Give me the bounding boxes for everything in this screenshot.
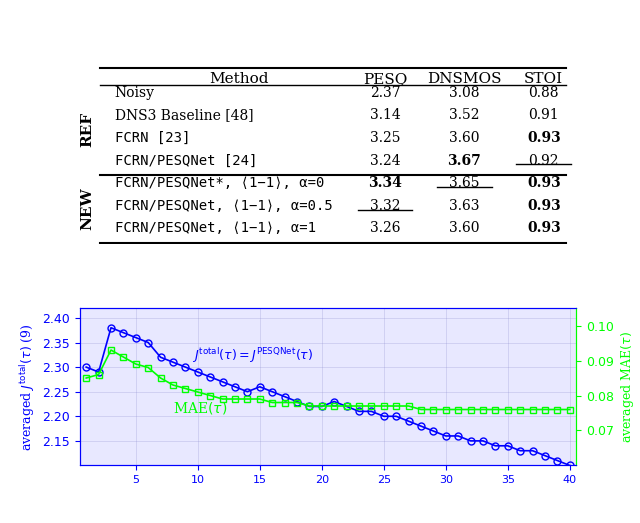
- Text: DNSMOS: DNSMOS: [427, 72, 502, 86]
- Text: 3.52: 3.52: [449, 108, 479, 122]
- Y-axis label: averaged $J^{\mathrm{total}}(\tau)$ (9): averaged $J^{\mathrm{total}}(\tau)$ (9): [18, 323, 37, 451]
- Text: Noisy: Noisy: [115, 86, 155, 99]
- Text: 3.32: 3.32: [370, 199, 400, 213]
- Text: 3.34: 3.34: [368, 176, 402, 190]
- Text: 3.60: 3.60: [449, 221, 479, 235]
- Text: STOI: STOI: [524, 72, 563, 86]
- Text: 0.93: 0.93: [527, 176, 561, 190]
- Text: 0.93: 0.93: [527, 131, 561, 145]
- Text: 0.93: 0.93: [527, 199, 561, 213]
- Text: 3.24: 3.24: [370, 154, 401, 167]
- Text: 3.25: 3.25: [370, 131, 400, 145]
- Text: 0.92: 0.92: [529, 154, 559, 167]
- Text: MAE$(\tau)$: MAE$(\tau)$: [173, 400, 227, 416]
- Y-axis label: averaged MAE$(\tau)$: averaged MAE$(\tau)$: [620, 331, 636, 442]
- Text: $J^{\mathrm{total}}(\tau) = J^{\mathrm{PESQNet}}(\tau)$: $J^{\mathrm{total}}(\tau) = J^{\mathrm{P…: [191, 346, 313, 365]
- Text: 3.26: 3.26: [370, 221, 400, 235]
- Text: FCRN/PESQNet [24]: FCRN/PESQNet [24]: [115, 154, 257, 167]
- Text: PESQ: PESQ: [363, 72, 407, 86]
- Text: FCRN [23]: FCRN [23]: [115, 131, 190, 145]
- Text: NEW: NEW: [81, 187, 95, 230]
- Text: 0.88: 0.88: [529, 86, 559, 99]
- Text: DNS3 Baseline [48]: DNS3 Baseline [48]: [115, 108, 253, 122]
- Text: FCRN/PESQNet, ⟨1−1⟩, α=1: FCRN/PESQNet, ⟨1−1⟩, α=1: [115, 221, 316, 235]
- Text: 3.60: 3.60: [449, 131, 479, 145]
- Text: 0.91: 0.91: [529, 108, 559, 122]
- Text: 3.14: 3.14: [370, 108, 401, 122]
- Text: 2.37: 2.37: [370, 86, 401, 99]
- Text: 3.67: 3.67: [447, 154, 481, 167]
- Text: 0.93: 0.93: [527, 221, 561, 235]
- Text: 3.08: 3.08: [449, 86, 479, 99]
- Text: Method: Method: [209, 72, 268, 86]
- Text: REF: REF: [81, 112, 95, 147]
- Text: FCRN/PESQNet*, ⟨1−1⟩, α=0: FCRN/PESQNet*, ⟨1−1⟩, α=0: [115, 176, 324, 190]
- Text: FCRN/PESQNet, ⟨1−1⟩, α=0.5: FCRN/PESQNet, ⟨1−1⟩, α=0.5: [115, 199, 332, 213]
- Text: 3.65: 3.65: [449, 176, 479, 190]
- Text: 3.63: 3.63: [449, 199, 479, 213]
